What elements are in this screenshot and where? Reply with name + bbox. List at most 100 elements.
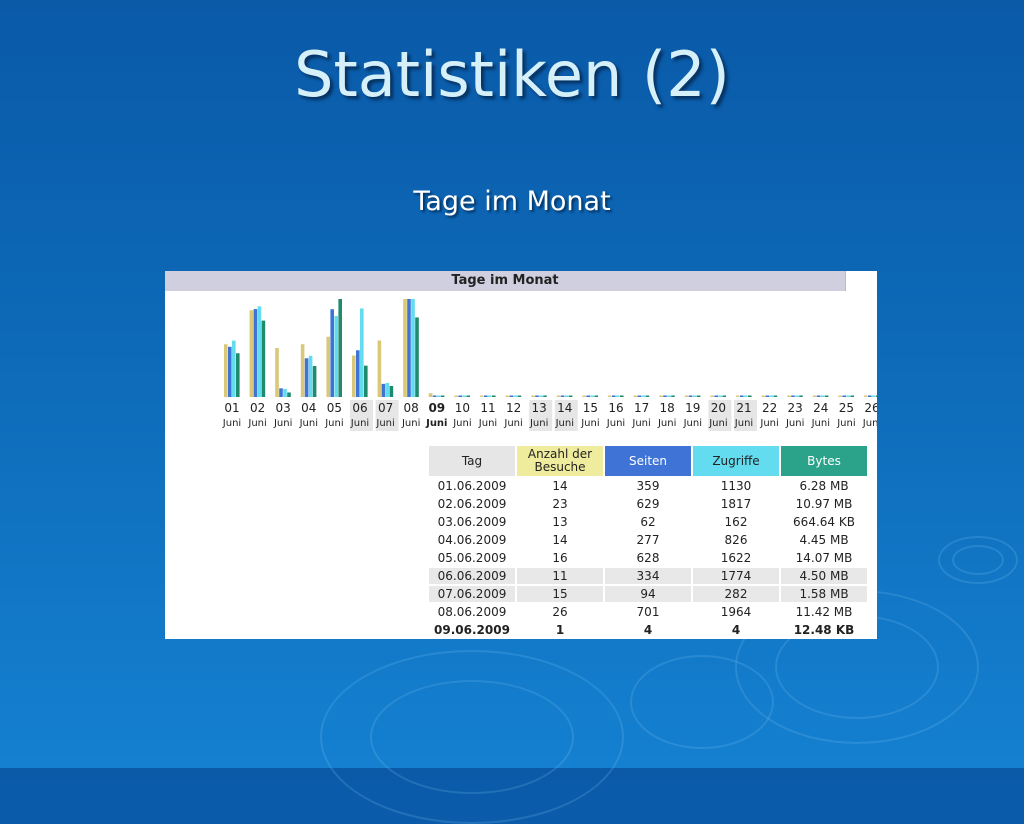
tick-label-month: Juni bbox=[375, 418, 394, 429]
slide-title: Statistiken (2) bbox=[294, 38, 730, 111]
tick-label-day: 18 bbox=[660, 401, 675, 415]
tick-label-month: Juni bbox=[862, 418, 877, 429]
tick-label-day: 20 bbox=[711, 401, 726, 415]
bar-bytes-24 bbox=[824, 395, 829, 397]
tick-label-month: Juni bbox=[708, 418, 727, 429]
bar-seiten-13 bbox=[535, 395, 539, 397]
cell-visits: 16 bbox=[552, 551, 568, 565]
bar-bytes-12 bbox=[517, 395, 522, 397]
bar-bytes-26 bbox=[876, 395, 877, 397]
bar-anzahl-der-besuche-26 bbox=[864, 395, 868, 397]
bar-zugriffe-08 bbox=[411, 299, 415, 397]
bar-anzahl-der-besuche-02 bbox=[249, 310, 254, 397]
tick-label-day: 05 bbox=[327, 401, 342, 415]
cell-hits: 282 bbox=[693, 586, 779, 602]
ripple-decoration bbox=[938, 536, 1018, 584]
bar-seiten-24 bbox=[816, 395, 821, 397]
bar-anzahl-der-besuche-12 bbox=[505, 395, 510, 397]
bar-anzahl-der-besuche-20 bbox=[710, 395, 714, 397]
bar-seiten-07 bbox=[381, 383, 386, 397]
tick-label-month: Juni bbox=[401, 418, 420, 429]
bar-zugriffe-01 bbox=[232, 340, 236, 397]
cell-bytes: 12.48 KB bbox=[793, 623, 855, 637]
cell-pages: 628 bbox=[636, 551, 660, 565]
tick-label-month: Juni bbox=[657, 418, 676, 429]
bar-anzahl-der-besuche-15 bbox=[582, 395, 586, 397]
bar-zugriffe-24 bbox=[820, 395, 825, 397]
bar-seiten-21 bbox=[740, 395, 744, 397]
bar-bytes-04 bbox=[312, 366, 317, 397]
tick-label-day: 01 bbox=[224, 401, 239, 415]
table-row: 02.06.2009 23 629 1817 10.97 MB bbox=[429, 496, 867, 512]
tick-label-month: Juni bbox=[836, 418, 855, 429]
bar-zugriffe-12 bbox=[513, 395, 518, 397]
table-row: 05.06.2009 16 628 1622 14.07 MB bbox=[429, 550, 867, 566]
column-header-tag: Tag bbox=[429, 446, 515, 476]
panel-header: Tage im Monat bbox=[165, 271, 845, 291]
tick-label-day: 10 bbox=[455, 401, 470, 415]
tick-label-day: 15 bbox=[583, 401, 598, 415]
cell-hits: 1774 bbox=[693, 568, 779, 584]
bar-zugriffe-10 bbox=[462, 395, 466, 397]
bar-seiten-11 bbox=[484, 395, 488, 397]
table-row: 07.06.2009 15 94 282 1.58 MB bbox=[429, 586, 867, 602]
bar-zugriffe-05 bbox=[334, 316, 338, 397]
bar-seiten-01 bbox=[228, 346, 232, 397]
bar-bytes-03 bbox=[287, 392, 291, 397]
tick-label-month: Juni bbox=[273, 418, 292, 429]
ripple-decoration bbox=[370, 680, 574, 794]
ripple-decoration bbox=[952, 545, 1004, 575]
bar-anzahl-der-besuche-10 bbox=[454, 395, 458, 397]
weekend-label-bg bbox=[554, 400, 578, 431]
tick-label-month: Juni bbox=[503, 418, 522, 429]
cell-hits: 1817 bbox=[720, 497, 752, 511]
bar-bytes-11 bbox=[492, 395, 496, 397]
bar-anzahl-der-besuche-05 bbox=[326, 336, 330, 397]
bar-anzahl-der-besuche-01 bbox=[224, 344, 228, 397]
tick-label-day: 26 bbox=[864, 401, 877, 415]
tick-label-month: Juni bbox=[785, 418, 804, 429]
bar-zugriffe-16 bbox=[616, 395, 620, 397]
bar-seiten-20 bbox=[714, 395, 718, 397]
bar-bytes-08 bbox=[415, 317, 419, 397]
stats-panel: Tage im Monat 01 Juni 02 Juni 03 Juni 04 Juni 05… bbox=[165, 271, 877, 639]
cell-tag: 03.06.2009 bbox=[437, 515, 507, 529]
cell-bytes: 664.64 KB bbox=[793, 515, 855, 529]
tick-label-month: Juni bbox=[452, 418, 471, 429]
daily-bar-chart: 01 Juni 02 Juni 03 Juni 04 Juni 05 Juni 06 Juni 07 Ju… bbox=[222, 299, 877, 431]
cell-visits: 15 bbox=[517, 586, 603, 602]
bar-zugriffe-20 bbox=[718, 395, 722, 397]
cell-bytes: 1.58 MB bbox=[781, 586, 867, 602]
bar-bytes-05 bbox=[338, 299, 342, 397]
bar-seiten-09 bbox=[432, 395, 437, 397]
cell-hits: 1622 bbox=[720, 551, 752, 565]
bar-anzahl-der-besuche-07 bbox=[377, 340, 382, 397]
bar-anzahl-der-besuche-24 bbox=[812, 395, 817, 397]
tick-label-month: Juni bbox=[350, 418, 369, 429]
column-header-pages: Seiten bbox=[605, 446, 691, 476]
tick-label-month: Juni bbox=[759, 418, 778, 429]
cell-bytes: 6.28 MB bbox=[799, 479, 849, 493]
bar-seiten-26 bbox=[868, 395, 872, 397]
table-row: 06.06.2009 11 334 1774 4.50 MB bbox=[429, 568, 867, 584]
bar-zugriffe-11 bbox=[488, 395, 492, 397]
bar-zugriffe-25 bbox=[846, 395, 850, 397]
weekend-label-bg bbox=[734, 400, 757, 431]
cell-tag: 09.06.2009 bbox=[434, 623, 510, 637]
bar-seiten-16 bbox=[612, 395, 616, 397]
bar-anzahl-der-besuche-25 bbox=[838, 395, 842, 397]
bar-zugriffe-07 bbox=[385, 382, 390, 397]
cell-pages: 334 bbox=[605, 568, 691, 584]
bar-zugriffe-17 bbox=[641, 395, 646, 397]
bar-anzahl-der-besuche-23 bbox=[787, 395, 791, 397]
table-row: 04.06.2009 14 277 826 4.45 MB bbox=[429, 532, 867, 548]
tick-label-day: 03 bbox=[276, 401, 291, 415]
bar-seiten-12 bbox=[509, 395, 514, 397]
tick-label-month: Juni bbox=[811, 418, 830, 429]
tick-label-day: 07 bbox=[378, 401, 393, 415]
bar-seiten-06 bbox=[356, 350, 360, 397]
tick-label-month: Juni bbox=[529, 418, 548, 429]
cell-visits: 13 bbox=[552, 515, 568, 529]
bar-bytes-21 bbox=[748, 395, 752, 397]
cell-hits: 1130 bbox=[720, 479, 752, 493]
